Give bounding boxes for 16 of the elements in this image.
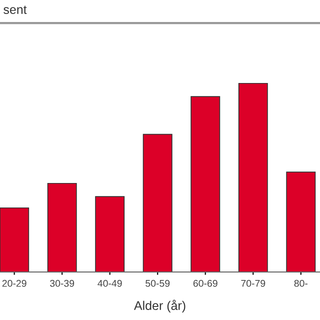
x-tick-label: 70-79: [241, 280, 266, 287]
x-tick-label: 60-69: [193, 280, 218, 287]
x-tick-label: 20-29: [2, 280, 26, 287]
bar: [190, 96, 220, 272]
x-axis-title: Alder (år): [134, 300, 186, 312]
bar: [0, 207, 30, 272]
bar: [47, 182, 77, 272]
chart-title: sent: [4, 6, 27, 14]
bar: [95, 196, 125, 272]
x-tick-label: 40-49: [98, 280, 122, 287]
bar: [286, 172, 316, 272]
bar: [238, 82, 268, 272]
x-tick-label: 80-: [294, 280, 308, 287]
bar: [142, 134, 172, 272]
x-tick-label: 50-59: [146, 280, 170, 287]
x-tick-label: 30-39: [50, 280, 74, 287]
